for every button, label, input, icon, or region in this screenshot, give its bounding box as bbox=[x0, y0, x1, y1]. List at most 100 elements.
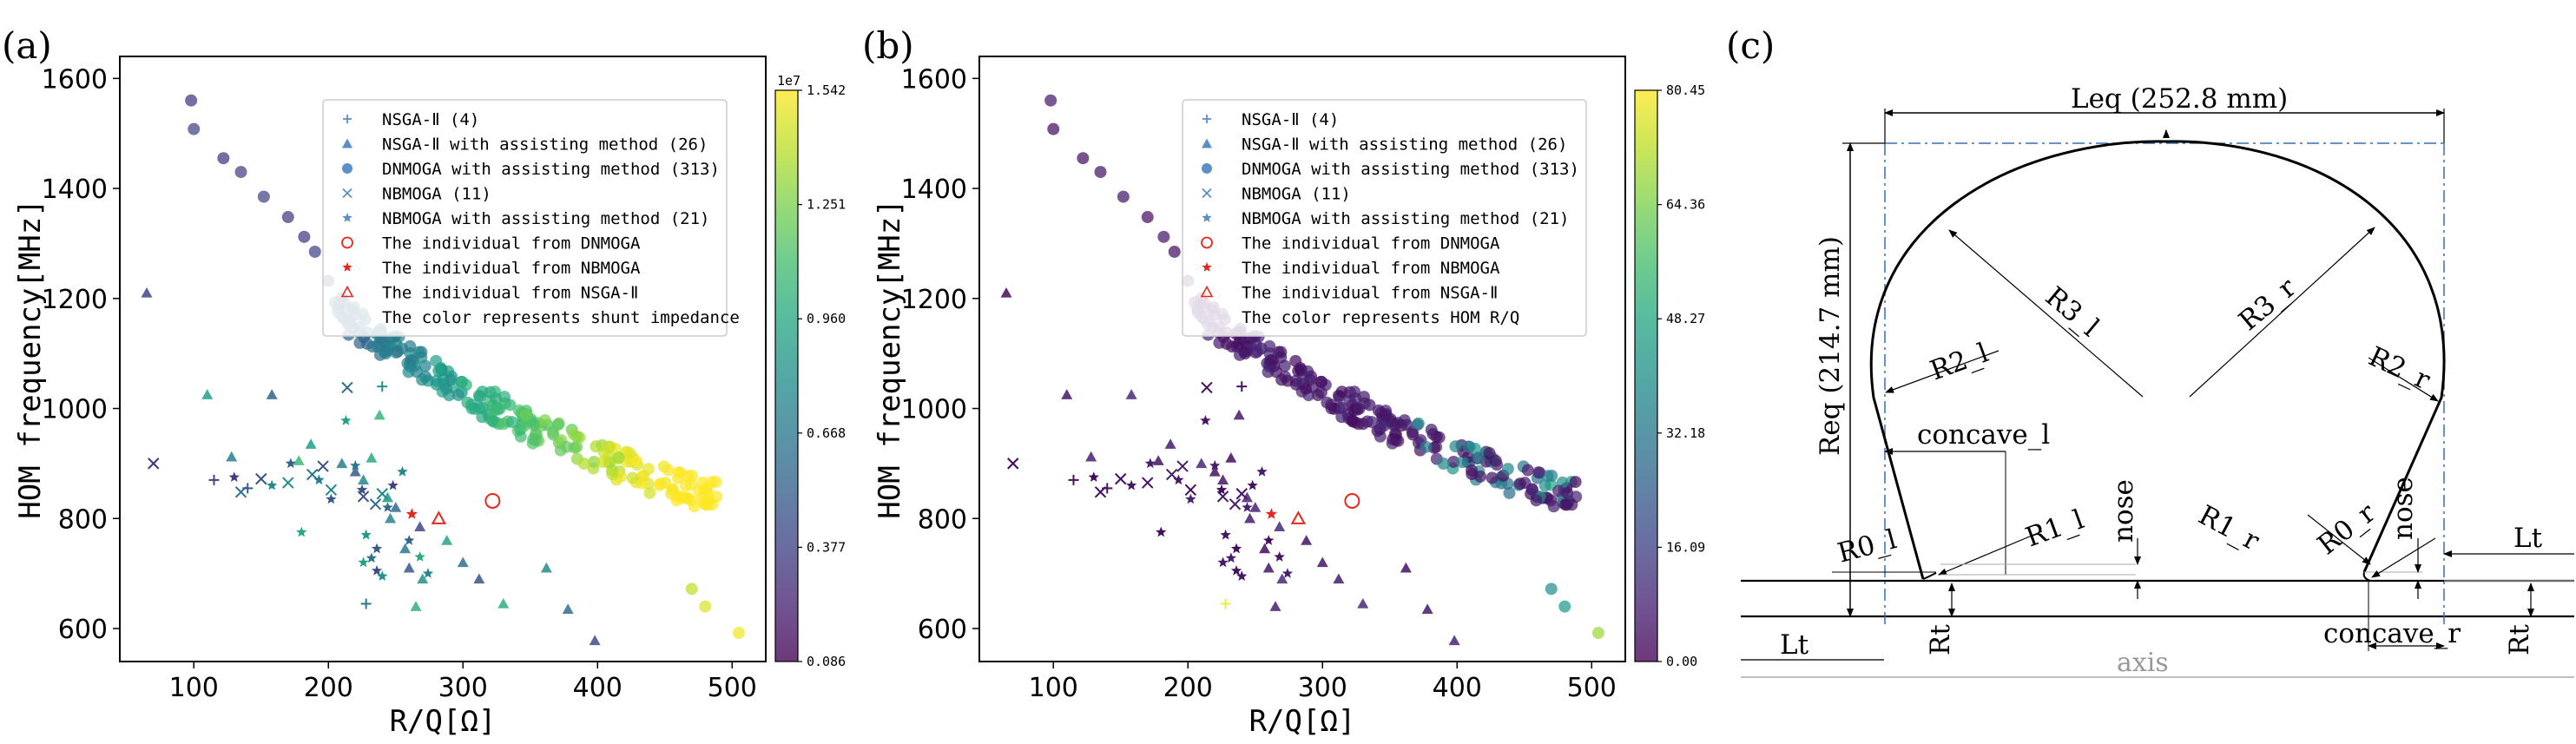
r0r-label: R0_r bbox=[2312, 497, 2382, 562]
dnmoga-point bbox=[1530, 494, 1543, 507]
dnmoga-point bbox=[1379, 409, 1392, 422]
y-tick-label: 1000 bbox=[42, 395, 108, 425]
nsga-assisted-point bbox=[473, 573, 485, 584]
nose-l-label: nose bbox=[2108, 479, 2139, 543]
legend-marker-x bbox=[342, 188, 352, 199]
highlight-dnmoga bbox=[484, 492, 501, 509]
legend-marker-plus bbox=[1202, 115, 1211, 123]
dnmoga-point bbox=[606, 467, 619, 480]
dnmoga-point bbox=[1289, 354, 1302, 367]
dnmoga-point bbox=[1547, 500, 1560, 513]
x-tick-label: 400 bbox=[573, 673, 623, 703]
dnmoga-point bbox=[679, 479, 692, 492]
nbmoga-assisted-point bbox=[1144, 458, 1156, 469]
nsga-assisted-point bbox=[385, 512, 397, 523]
y-axis-label: HOM frequency[MHz] bbox=[873, 199, 907, 518]
nose-r-label: nose bbox=[2388, 477, 2419, 540]
dnmoga-point bbox=[654, 477, 667, 491]
nsga-assisted-point bbox=[141, 286, 153, 298]
dnmoga-point bbox=[234, 166, 247, 179]
lt-left-label: Lt bbox=[1780, 629, 1809, 661]
dnmoga-point bbox=[596, 456, 609, 469]
dnmoga-point bbox=[452, 389, 465, 402]
nbmoga-point bbox=[317, 460, 329, 472]
x-tick-label: 400 bbox=[1433, 673, 1482, 703]
y-tick-label: 1400 bbox=[42, 174, 108, 205]
nsga-assisted-point bbox=[457, 556, 469, 568]
dnmoga-point bbox=[1296, 373, 1309, 386]
dnmoga-point bbox=[1447, 455, 1460, 468]
nsga-assisted-point bbox=[1233, 409, 1245, 420]
r1l-label: R1_l bbox=[2021, 504, 2088, 553]
nbmoga-point bbox=[1007, 458, 1019, 470]
nbmoga-assisted-point bbox=[1230, 543, 1242, 554]
y-tick-label: 1200 bbox=[42, 285, 108, 315]
nsga-point bbox=[377, 381, 388, 392]
r3l-label: R3_l bbox=[2039, 281, 2105, 344]
y-tick-label: 600 bbox=[58, 615, 108, 645]
dnmoga-point bbox=[1275, 346, 1288, 359]
y-tick-label: 1200 bbox=[901, 285, 967, 315]
legend-box bbox=[1182, 99, 1587, 337]
nbmoga-assisted-point bbox=[1209, 459, 1221, 471]
nsga-point bbox=[1102, 483, 1113, 494]
nbmoga-assisted-point bbox=[1088, 471, 1099, 482]
dnmoga-point bbox=[673, 466, 686, 479]
cavity-contour bbox=[1869, 140, 2446, 580]
nsga-assisted-point bbox=[1276, 573, 1288, 584]
legend-marker-triangle bbox=[1202, 138, 1212, 148]
dnmoga-point bbox=[476, 411, 489, 424]
dnmoga-point bbox=[1077, 152, 1090, 165]
dnmoga-point bbox=[379, 346, 392, 359]
dnmoga-point bbox=[217, 152, 230, 165]
nbmoga-point bbox=[1235, 488, 1248, 500]
nbmoga-assisted-point bbox=[228, 471, 240, 482]
y-axis-label: HOM frequency[MHz] bbox=[13, 199, 48, 518]
dnmoga-point bbox=[1545, 583, 1558, 596]
dnmoga-point bbox=[1251, 345, 1264, 358]
nsga-assisted-point bbox=[540, 562, 552, 573]
dnmoga-point bbox=[1168, 245, 1181, 258]
nsga-assisted-point bbox=[1316, 556, 1328, 568]
left-nose bbox=[1922, 572, 1937, 580]
plot-frame bbox=[119, 56, 767, 662]
nbmoga-assisted-point bbox=[1230, 565, 1242, 576]
dnmoga-point bbox=[410, 365, 423, 379]
dnmoga-point bbox=[1047, 122, 1060, 135]
dnmoga-point bbox=[486, 414, 499, 427]
colorbar-tick-label: 32.18 bbox=[1666, 425, 1705, 441]
colorbar-tick-label: 0.668 bbox=[807, 425, 846, 441]
legend-label: The individual from NBMOGA bbox=[1242, 259, 1500, 278]
dnmoga-point bbox=[686, 469, 699, 482]
legend-label: DNMOGA with assisting method (313) bbox=[1242, 160, 1579, 179]
nsga-assisted-point bbox=[403, 562, 415, 573]
x-tick-label: 300 bbox=[438, 673, 488, 703]
legend-marker-x bbox=[1202, 188, 1212, 199]
x-tick-label: 100 bbox=[169, 673, 219, 703]
nsga-assisted-point bbox=[266, 389, 278, 399]
dnmoga-point bbox=[430, 354, 443, 367]
nbmoga-point bbox=[341, 381, 353, 394]
dnmoga-point bbox=[1569, 476, 1582, 489]
nbmoga-assisted-point bbox=[360, 529, 372, 540]
dnmoga-point bbox=[1483, 447, 1496, 460]
nsga-assisted-point bbox=[441, 535, 453, 545]
nbmoga-point bbox=[282, 477, 294, 489]
right-nose bbox=[2362, 571, 2371, 582]
nbmoga-assisted-point bbox=[382, 502, 393, 512]
colorbar-tick-label: 1.251 bbox=[807, 197, 846, 213]
boundary-lines bbox=[1884, 142, 2445, 625]
x-tick-label: 200 bbox=[304, 673, 353, 703]
nbmoga-assisted-point bbox=[350, 459, 361, 471]
nbmoga-assisted-point bbox=[356, 484, 368, 495]
chart-b-hom-rq: 100 200 300 400 500 600 800 1000 1200 1400 1600 R/Q… bbox=[873, 56, 1705, 739]
colorbar-tick-label: 0.086 bbox=[807, 654, 846, 669]
legend-marker-plus bbox=[343, 115, 352, 123]
chart-a-shunt-impedance: 100 200 300 400 500 600 800 1000 1200 1400 1600 R/Q… bbox=[13, 56, 846, 739]
legend-label: The individual from DNMOGA bbox=[1242, 234, 1500, 253]
nsga-assisted-point bbox=[1400, 562, 1412, 573]
nsga-assisted-point bbox=[410, 601, 422, 611]
nsga-assisted-point bbox=[1164, 438, 1176, 449]
r1r-label: R1_r bbox=[2193, 499, 2264, 556]
dnmoga-point bbox=[455, 375, 468, 388]
